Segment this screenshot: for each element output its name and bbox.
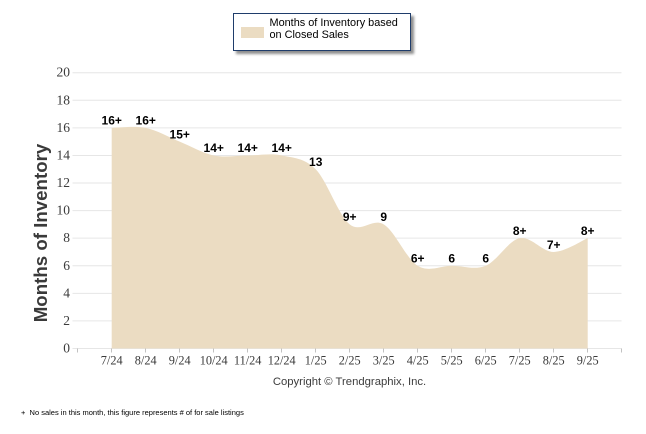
svg-text:8: 8 [63, 230, 70, 245]
svg-text:16+: 16+ [102, 114, 122, 128]
svg-text:4/25: 4/25 [407, 354, 429, 368]
svg-text:9+: 9+ [343, 210, 357, 224]
svg-text:11/24: 11/24 [234, 354, 262, 368]
svg-text:3/25: 3/25 [373, 354, 395, 368]
svg-text:6+: 6+ [411, 252, 425, 266]
svg-text:4: 4 [63, 285, 70, 300]
svg-text:10/24: 10/24 [200, 354, 228, 368]
svg-text:1/25: 1/25 [305, 354, 327, 368]
svg-text:8/25: 8/25 [543, 354, 565, 368]
svg-text:20: 20 [57, 65, 71, 80]
svg-text:8+: 8+ [581, 224, 595, 238]
svg-text:2: 2 [63, 313, 70, 328]
svg-text:7/24: 7/24 [101, 354, 123, 368]
svg-text:15+: 15+ [170, 127, 190, 141]
svg-text:6: 6 [448, 252, 455, 266]
svg-text:13: 13 [309, 155, 323, 169]
svg-text:2/25: 2/25 [339, 354, 361, 368]
svg-text:8/24: 8/24 [135, 354, 157, 368]
svg-text:9: 9 [380, 210, 387, 224]
svg-text:12: 12 [57, 175, 71, 190]
svg-text:6: 6 [63, 258, 70, 273]
svg-text:7+: 7+ [547, 238, 561, 252]
svg-text:7/25: 7/25 [509, 354, 531, 368]
svg-text:12/24: 12/24 [268, 354, 296, 368]
svg-text:5/25: 5/25 [441, 354, 463, 368]
svg-text:14: 14 [57, 147, 71, 162]
svg-text:16+: 16+ [136, 114, 156, 128]
svg-text:9/25: 9/25 [577, 354, 599, 368]
svg-text:14+: 14+ [272, 141, 292, 155]
svg-text:14+: 14+ [238, 141, 258, 155]
svg-text:10: 10 [57, 203, 71, 218]
svg-text:18: 18 [57, 92, 71, 107]
svg-text:16: 16 [57, 120, 71, 135]
svg-text:6/25: 6/25 [475, 354, 497, 368]
svg-text:14+: 14+ [204, 141, 224, 155]
svg-text:6: 6 [482, 252, 489, 266]
svg-text:9/24: 9/24 [169, 354, 191, 368]
svg-text:8+: 8+ [513, 224, 527, 238]
svg-text:0: 0 [63, 341, 70, 356]
